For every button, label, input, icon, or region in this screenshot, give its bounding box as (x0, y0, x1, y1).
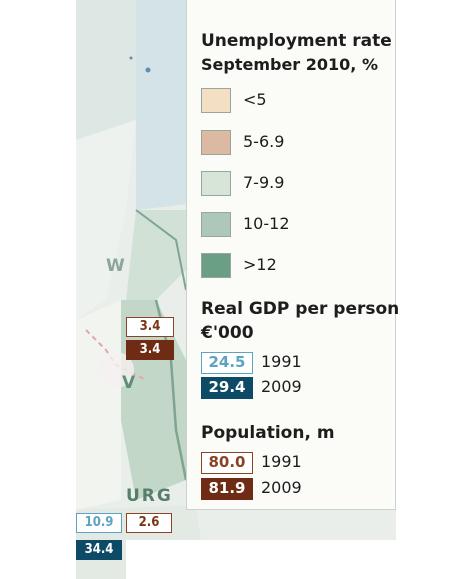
gdp-2009-box: 29.4 (201, 377, 253, 399)
swatch-label-10-to-12: 10-12 (243, 214, 290, 233)
gdp-title-line1: Real GDP per person (201, 299, 400, 319)
map-value-population-1991-bottom: 2.6 (126, 513, 172, 533)
swatch-10-to-12 (201, 212, 231, 237)
swatch-label-over-12: >12 (243, 255, 277, 274)
swatch-5-to-6-9 (201, 130, 231, 155)
map-value-population-2009: 3.4 (126, 340, 174, 360)
coast-line (135, 209, 187, 291)
map-value-gdp-2009: 34.4 (76, 540, 122, 560)
map-label-urg: URG (126, 486, 173, 506)
swatch-over-12 (201, 253, 231, 278)
map-label-w: W (106, 256, 127, 276)
region-west (76, 120, 136, 320)
population-1991-box: 80.0 (201, 452, 253, 474)
population-1991-year: 1991 (261, 452, 302, 471)
map-label-v: V (122, 373, 138, 393)
gdp-1991-box: 24.5 (201, 352, 253, 374)
population-2009-box: 81.9 (201, 478, 253, 500)
swatch-7-to-9-9 (201, 171, 231, 196)
population-2009-year: 2009 (261, 478, 302, 497)
swatch-under-5 (201, 88, 231, 113)
map-value-gdp-1991: 10.9 (76, 513, 122, 533)
map-value-population-1991: 3.4 (126, 317, 174, 337)
gdp-title-line2: €'000 (201, 323, 254, 343)
map-legend: Unemployment rate September 2010, % <5 5… (186, 0, 400, 510)
region-southwest (76, 300, 121, 510)
region-coast (126, 210, 196, 300)
swatch-label-7-to-9-9: 7-9.9 (243, 173, 285, 192)
swatch-label-5-to-6-9: 5-6.9 (243, 132, 285, 151)
unemployment-title-line1: Unemployment rate (201, 31, 392, 51)
city-halo (98, 352, 134, 388)
unemployment-title-line2: September 2010, % (201, 55, 378, 74)
population-title: Population, m (201, 423, 335, 443)
region-northwest (76, 0, 136, 140)
island-dot (145, 67, 151, 73)
island-dot-2 (129, 56, 133, 60)
bottom-blank-area (126, 540, 471, 579)
swatch-label-under-5: <5 (243, 90, 267, 109)
gdp-2009-year: 2009 (261, 377, 302, 396)
gdp-1991-year: 1991 (261, 352, 302, 371)
